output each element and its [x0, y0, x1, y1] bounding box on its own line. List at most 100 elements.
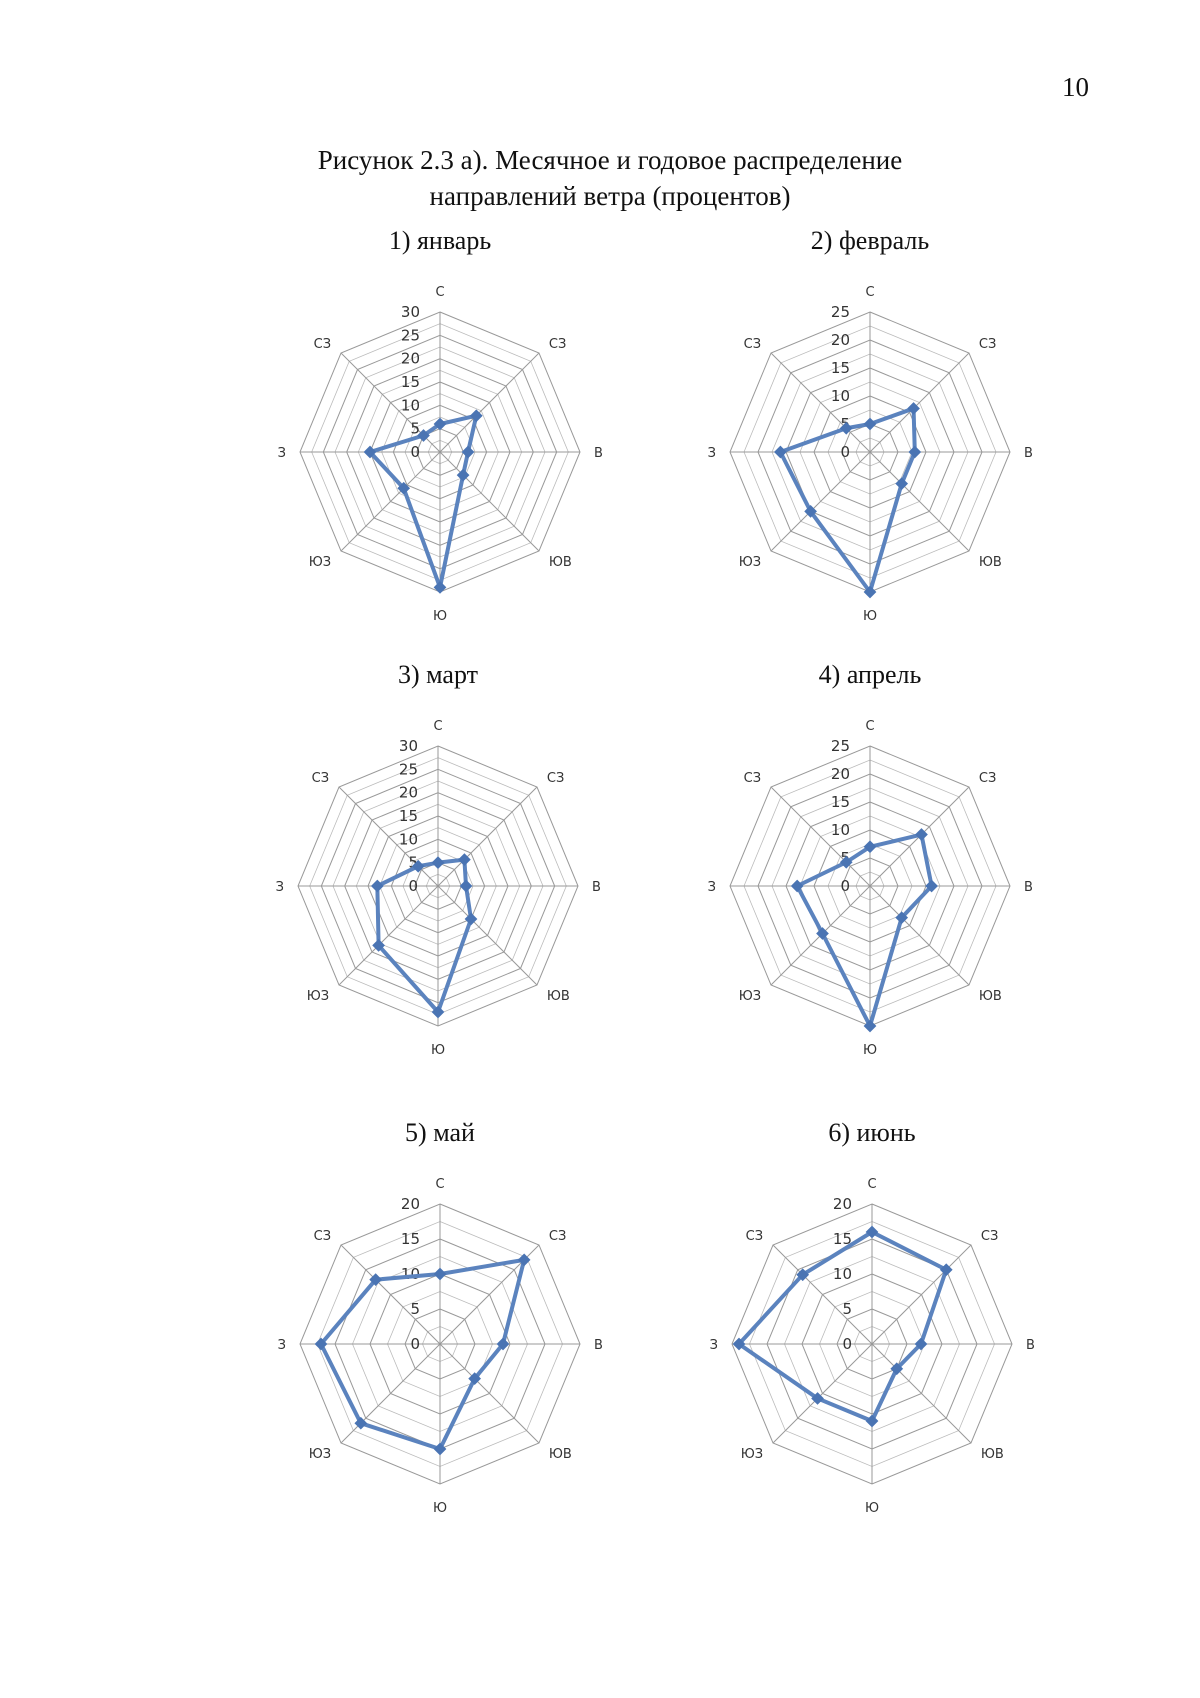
- axis-spoke: [772, 1244, 873, 1345]
- category-label: С: [435, 285, 444, 300]
- category-label: СЗ: [549, 337, 566, 352]
- data-point: [433, 1267, 447, 1281]
- tick-label: 15: [831, 359, 850, 377]
- data-point: [363, 445, 377, 459]
- category-label: Ю: [863, 1043, 877, 1058]
- axis-spoke: [340, 451, 441, 552]
- radar-chart-january: 0 5 10 15 20 25 30 С СЗ В ЮВ Ю ЮЗ З СЗ: [278, 285, 603, 624]
- radar-chart-june: 0 5 10 15 20 С СЗ В ЮВ Ю ЮЗ З СЗ: [710, 1177, 1035, 1516]
- category-label: ЮЗ: [309, 555, 331, 570]
- tick-label: 0: [408, 877, 418, 895]
- category-label: СЗ: [981, 1229, 998, 1244]
- category-label: В: [592, 880, 601, 895]
- category-label: З: [278, 446, 286, 461]
- category-label: В: [1024, 446, 1033, 461]
- tick-label: 0: [410, 1335, 420, 1353]
- tick-label: 0: [410, 443, 420, 461]
- tick-label: 20: [831, 765, 850, 783]
- radar-chart-february: 0510152025ССЗВЮВЮЮЗЗСЗ: [708, 285, 1033, 624]
- tick-label: 10: [833, 1265, 852, 1283]
- axis-spoke: [437, 885, 538, 986]
- category-label: СЗ: [549, 1229, 566, 1244]
- chart-title: 4) апрель: [818, 660, 922, 689]
- chart-panel-march: 3) март 0 5 10 15 20 25 30 С СЗ В ЮВ Ю ЮЗ З СЗ: [268, 660, 608, 1060]
- category-label: В: [1024, 880, 1033, 895]
- data-point: [433, 580, 447, 594]
- radar-chart-april: 0510152025ССЗВЮВЮЮЗЗСЗ: [708, 719, 1033, 1058]
- category-label: В: [594, 1338, 603, 1353]
- tick-label: 5: [410, 1300, 420, 1318]
- data-point: [890, 1362, 904, 1376]
- data-point: [461, 445, 475, 459]
- axis-spoke: [439, 352, 540, 453]
- chart-title: 5) май: [405, 1118, 475, 1147]
- data-point: [431, 856, 445, 870]
- tick-label: 15: [401, 373, 420, 391]
- category-label: С: [865, 285, 874, 300]
- category-label: ЮВ: [979, 989, 1002, 1004]
- data-point: [456, 468, 470, 482]
- tick-label: 20: [831, 331, 850, 349]
- data-point: [468, 1372, 482, 1386]
- category-label: ЮЗ: [307, 989, 329, 1004]
- tick-label: 0: [842, 1335, 852, 1353]
- category-label: Ю: [431, 1043, 445, 1058]
- category-label: Ю: [865, 1501, 879, 1516]
- figure-title: Рисунок 2.3 а). Месячное и годовое распр…: [250, 142, 970, 214]
- category-label: ЮВ: [981, 1447, 1004, 1462]
- tick-label: 25: [399, 760, 418, 778]
- category-label: С: [433, 719, 442, 734]
- figure-title-line-2: направлений ветра (процентов): [429, 181, 791, 211]
- tick-label: 10: [399, 830, 418, 848]
- category-label: СЗ: [746, 1229, 763, 1244]
- category-label: В: [594, 446, 603, 461]
- axis-spoke: [338, 786, 439, 887]
- data-point: [517, 1253, 531, 1267]
- tick-label: 0: [840, 877, 850, 895]
- category-label: С: [865, 719, 874, 734]
- tick-label: 5: [842, 1300, 852, 1318]
- category-label: Ю: [863, 609, 877, 624]
- chart-panel-april: 4) апрель 0510152025ССЗВЮВЮЮЗЗСЗ: [700, 660, 1040, 1060]
- data-point: [433, 1442, 447, 1456]
- radar-chart-may: 0 5 10 15 20 С СЗ В ЮВ Ю ЮЗ З СЗ: [278, 1177, 603, 1516]
- tick-label: 0: [840, 443, 850, 461]
- category-label: ЮВ: [549, 1447, 572, 1462]
- tick-label: 20: [401, 350, 420, 368]
- category-label: СЗ: [744, 337, 761, 352]
- category-label: ЮЗ: [741, 1447, 763, 1462]
- category-label: СЗ: [312, 771, 329, 786]
- tick-label: 25: [831, 303, 850, 321]
- axis-spoke: [772, 1343, 873, 1444]
- category-label: ЮЗ: [739, 555, 761, 570]
- tick-label: 15: [831, 793, 850, 811]
- series-line: [737, 1230, 949, 1423]
- axis-spoke: [871, 1343, 972, 1444]
- axis-spoke: [437, 786, 538, 887]
- data-point: [865, 1414, 879, 1428]
- axis-spoke: [439, 451, 540, 552]
- tick-label: 20: [401, 1195, 420, 1213]
- category-label: СЗ: [744, 771, 761, 786]
- category-label: СЗ: [979, 771, 996, 786]
- axis-spoke: [340, 1244, 441, 1345]
- page-number: 10: [1062, 72, 1089, 102]
- data-point: [464, 912, 478, 926]
- tick-label: 20: [399, 784, 418, 802]
- data-point: [774, 445, 787, 459]
- series-line: [375, 857, 473, 1014]
- category-label: В: [1026, 1338, 1035, 1353]
- tick-label: 10: [401, 1265, 420, 1283]
- category-label: ЮЗ: [309, 1447, 331, 1462]
- axis-spoke: [770, 352, 871, 453]
- data-point: [369, 1273, 383, 1287]
- data-point: [908, 445, 922, 459]
- axis-spoke: [869, 885, 970, 986]
- data-point: [433, 417, 447, 431]
- chart-title: 6) июнь: [828, 1118, 916, 1147]
- data-point: [458, 853, 471, 866]
- chart-title: 1) январь: [388, 226, 492, 255]
- data-point: [863, 417, 877, 431]
- axis-spoke: [439, 1343, 540, 1444]
- category-label: СЗ: [314, 337, 331, 352]
